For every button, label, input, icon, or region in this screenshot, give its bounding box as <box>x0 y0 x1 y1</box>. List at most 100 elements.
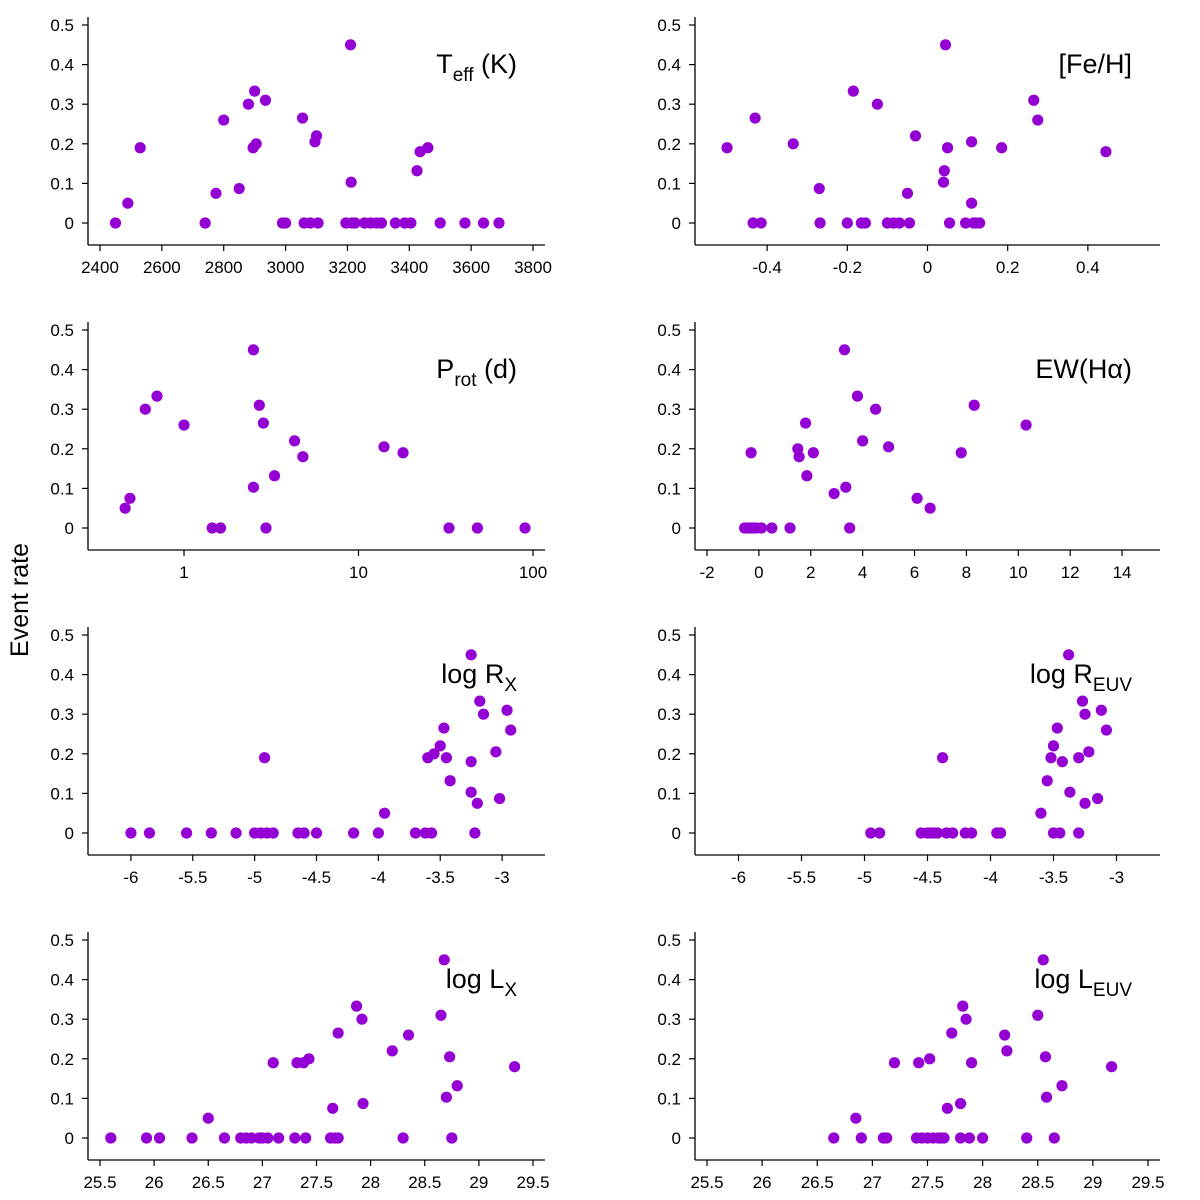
y-tick-label: 0.1 <box>657 1089 681 1108</box>
data-point <box>850 1112 862 1124</box>
panel-label: log RX <box>441 659 517 696</box>
y-tick-label: 0.4 <box>50 666 74 685</box>
data-point <box>233 182 245 195</box>
data-point <box>477 708 490 720</box>
y-tick-label: 0.4 <box>657 971 681 990</box>
data-point <box>178 419 190 431</box>
panel-prot: 0 0.1 0.2 0.3 0.4 0.5 1 10 100 Prot (d) <box>50 321 547 582</box>
data-point <box>1106 1061 1118 1073</box>
data-point <box>721 142 733 154</box>
data-point <box>298 827 310 839</box>
data-point <box>267 827 279 839</box>
data-point <box>435 1009 447 1021</box>
data-point <box>397 1132 409 1144</box>
data-point <box>143 827 156 839</box>
data-point <box>755 522 768 534</box>
x-tick-label: 2800 <box>205 258 243 277</box>
data-point <box>1001 1045 1013 1057</box>
data-point <box>968 399 980 411</box>
data-point <box>139 403 151 415</box>
x-tick-label: 2400 <box>81 258 119 277</box>
y-tick-label: 0.3 <box>50 1010 74 1029</box>
data-point <box>955 447 967 459</box>
y-tick-label: 0.5 <box>50 626 74 645</box>
data-point <box>477 217 490 229</box>
data-point <box>1079 708 1091 720</box>
data-point <box>345 176 357 188</box>
x-tick-label: 0 <box>754 563 763 582</box>
data-point <box>1073 752 1085 764</box>
data-point <box>766 522 778 534</box>
data-point <box>247 344 260 356</box>
y-tick-label: 0 <box>672 214 681 233</box>
y-tick-label: 0.1 <box>50 1089 74 1108</box>
y-tick-label: 0.3 <box>657 1010 681 1029</box>
data-point <box>375 217 388 229</box>
data-point <box>186 1132 198 1144</box>
data-point <box>140 1132 153 1144</box>
data-point <box>996 142 1008 154</box>
y-axis-label: Event rate <box>6 543 34 657</box>
x-tick-label: -4 <box>371 868 386 887</box>
data-point <box>1100 724 1113 736</box>
data-point <box>1037 954 1049 966</box>
data-point <box>793 451 805 463</box>
data-point <box>210 187 222 199</box>
data-point <box>1039 1051 1052 1063</box>
data-point <box>1056 756 1068 768</box>
y-tick-label: 0.2 <box>50 135 74 154</box>
y-tick-label: 0.2 <box>50 440 74 459</box>
data-point <box>874 827 886 839</box>
x-tick-label: 29 <box>1083 1173 1102 1192</box>
data-point <box>857 435 869 447</box>
data-point <box>469 827 481 839</box>
data-point <box>199 217 211 229</box>
data-point <box>911 492 923 504</box>
data-point <box>974 217 986 229</box>
x-tick-label: -5 <box>247 868 262 887</box>
data-point <box>999 1029 1011 1041</box>
x-tick-label: 0.4 <box>1076 258 1100 277</box>
data-point <box>838 344 851 356</box>
data-point <box>422 142 434 154</box>
x-tick-label: 25.5 <box>83 1173 116 1192</box>
x-tick-label: -0.2 <box>833 258 862 277</box>
data-point <box>903 217 916 229</box>
y-tick-label: 0.3 <box>657 705 681 724</box>
data-point <box>218 114 230 126</box>
data-point <box>801 470 813 482</box>
panel-label: Teff (K) <box>436 49 517 86</box>
data-point <box>438 954 450 966</box>
data-point <box>444 1051 456 1063</box>
data-point <box>459 217 471 229</box>
data-point <box>946 1027 958 1039</box>
data-point <box>755 217 767 229</box>
data-point <box>1045 752 1057 764</box>
data-point <box>957 1000 969 1012</box>
data-point <box>931 827 944 839</box>
y-tick-label: 0.4 <box>657 56 681 75</box>
y-tick-label: 0.1 <box>657 174 681 193</box>
x-tick-label: 100 <box>519 563 547 582</box>
x-tick-label: -4.5 <box>302 868 331 887</box>
data-point <box>440 752 452 764</box>
data-point <box>966 136 978 148</box>
data-point <box>250 138 262 150</box>
x-tick-label: -4 <box>983 868 998 887</box>
data-point <box>425 827 438 839</box>
data-point <box>882 441 895 453</box>
panel-ewha: 0 0.1 0.2 0.3 0.4 0.5 -2 0 2 4 6 8 10 12 14 EW(Hα) <box>657 321 1160 582</box>
data-point <box>749 112 761 124</box>
y-tick-label: 0.1 <box>657 784 681 803</box>
data-point <box>1064 786 1076 798</box>
data-point <box>501 704 513 716</box>
data-point <box>840 481 852 493</box>
data-point <box>206 522 218 534</box>
x-tick-label: -5.5 <box>787 868 816 887</box>
data-point <box>134 142 146 154</box>
x-tick-label: -3 <box>1109 868 1124 887</box>
x-tick-label: 10 <box>1009 563 1028 582</box>
data-point <box>943 217 956 229</box>
data-point <box>327 1102 339 1114</box>
x-tick-label: 3200 <box>329 258 367 277</box>
